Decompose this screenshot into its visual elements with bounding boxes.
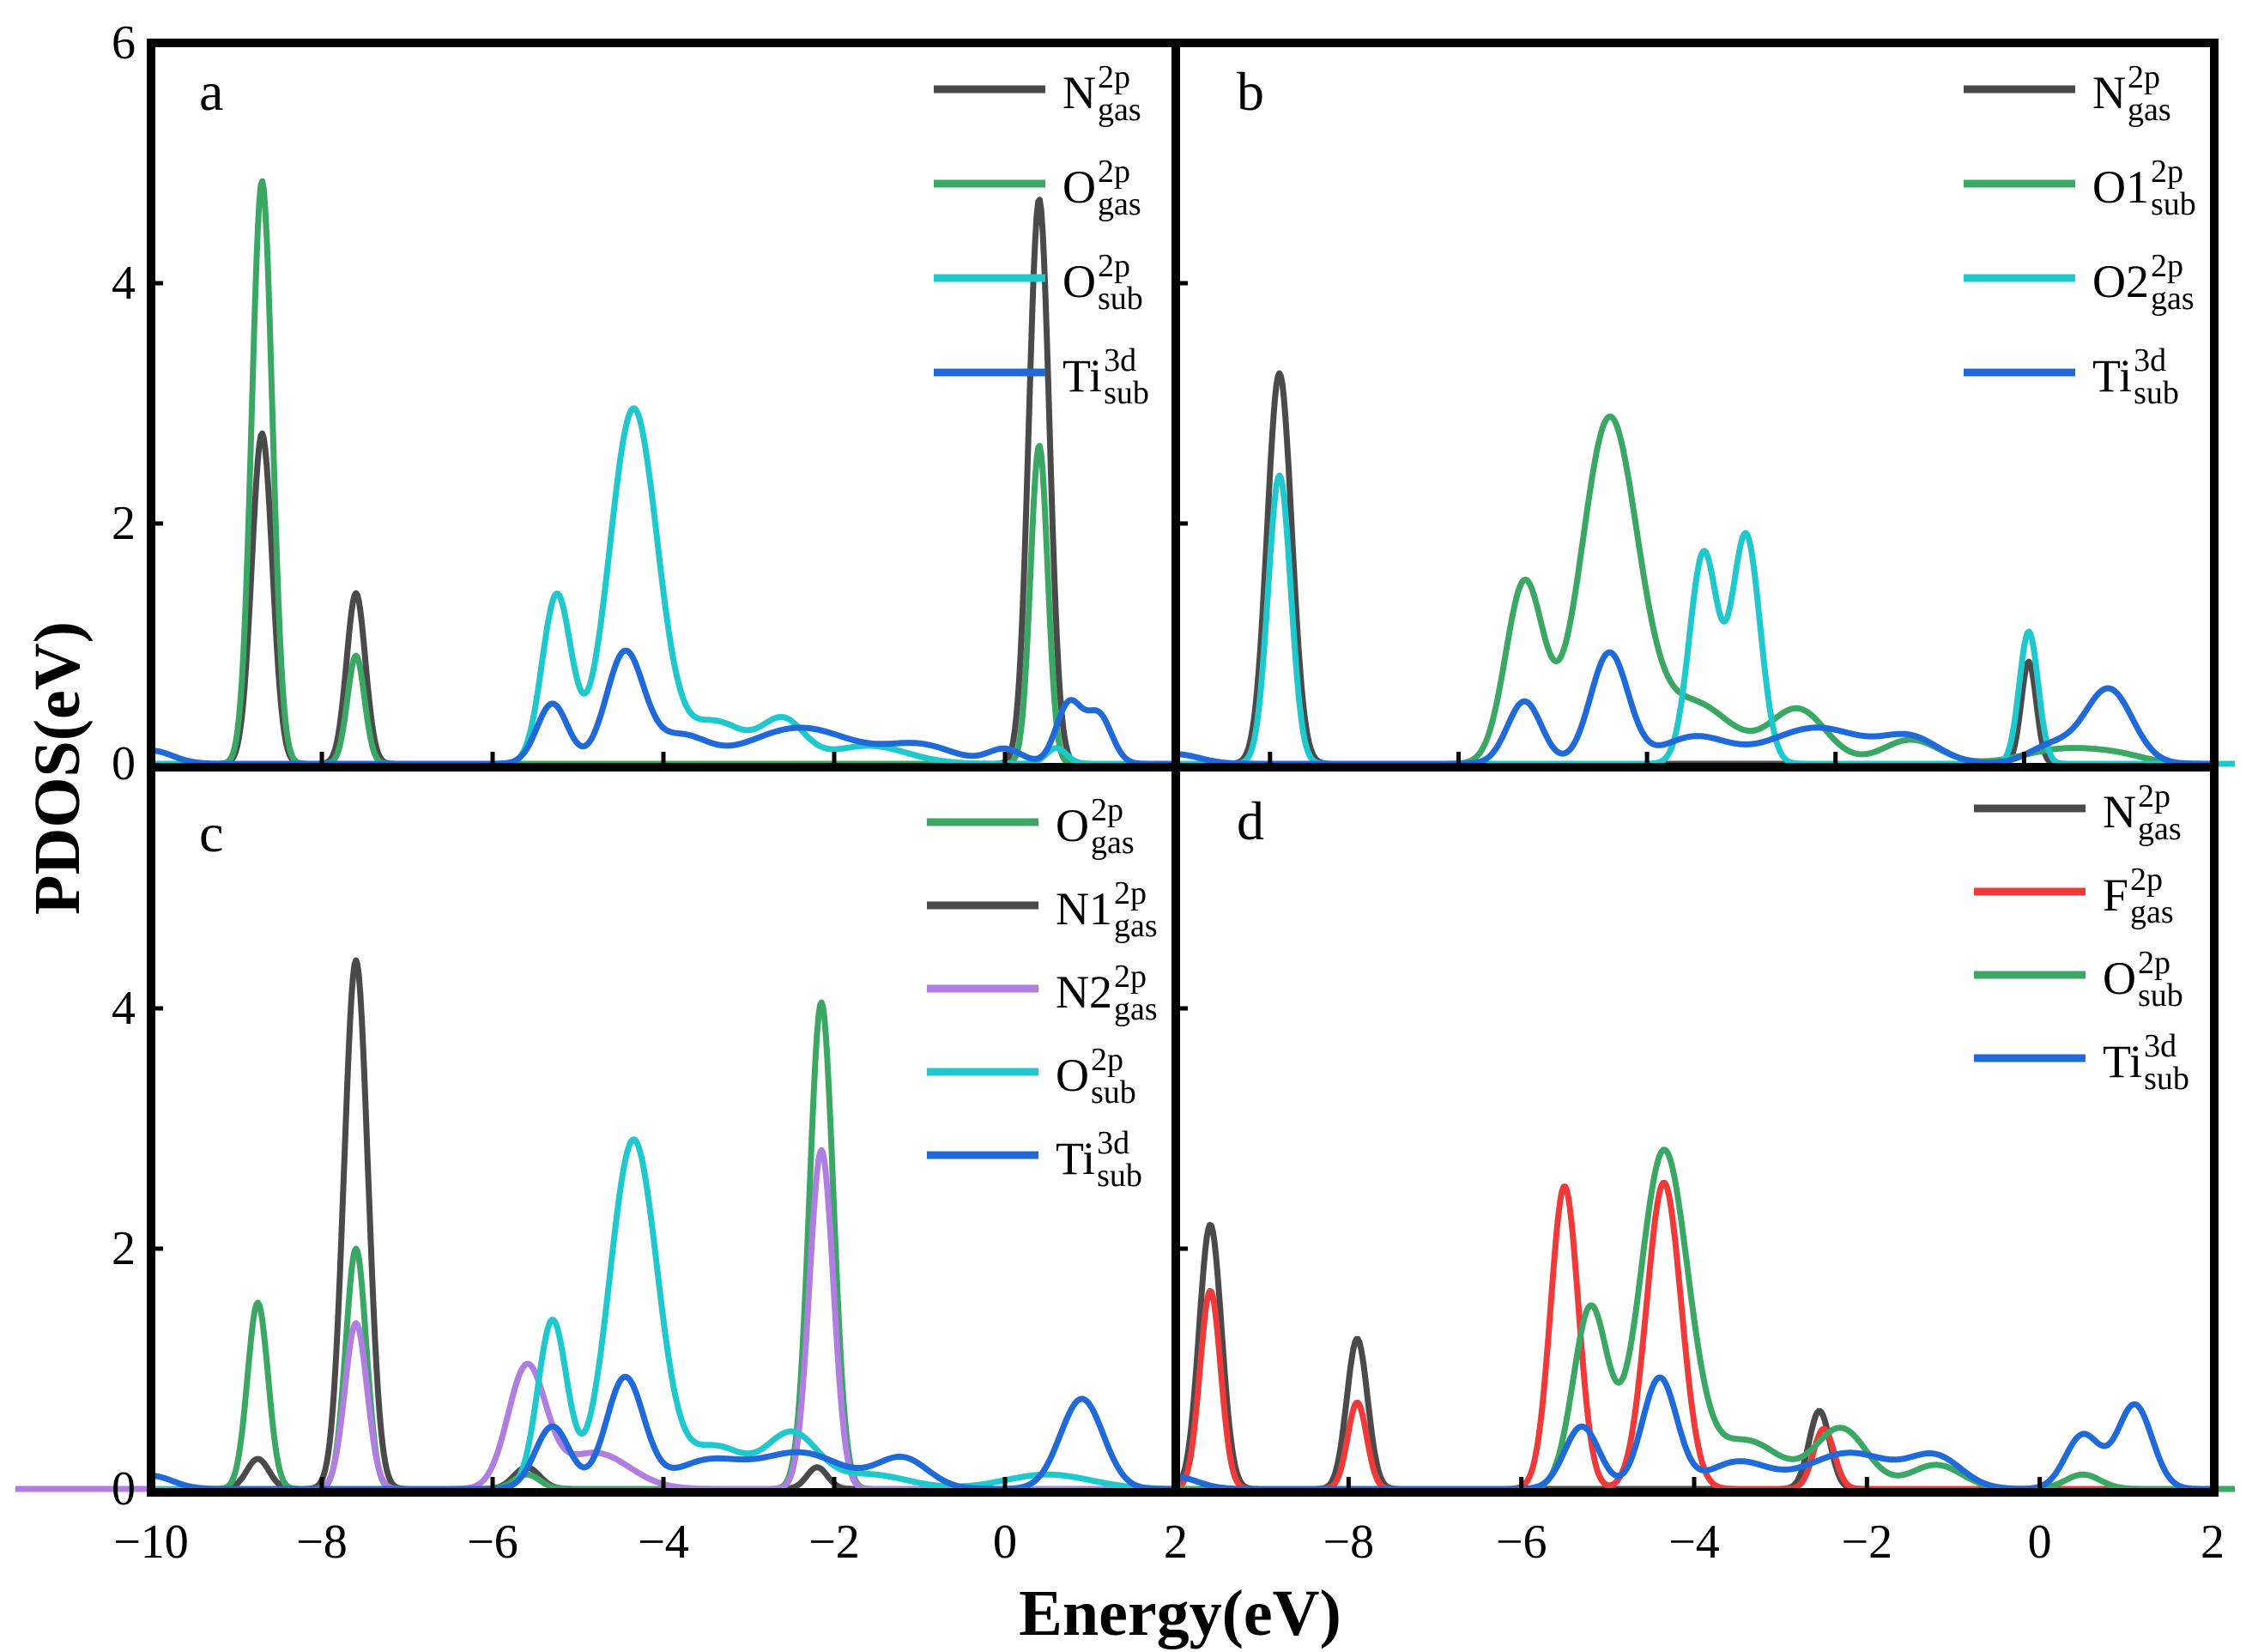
legend-label-a: Ti bbox=[1062, 350, 1102, 402]
legend-superscript-b: 2p bbox=[2151, 248, 2183, 284]
legend-label-c: Ti bbox=[1056, 1133, 1095, 1184]
x-tick-label-a: 2 bbox=[1164, 1516, 1188, 1569]
x-tick-label-d: 2 bbox=[2201, 1516, 2225, 1569]
legend-subscript-c: sub bbox=[1097, 1158, 1142, 1194]
y-tick-label-a: 6 bbox=[112, 16, 136, 70]
panel-label-c: c bbox=[199, 802, 223, 863]
y-tick-label-c: 2 bbox=[112, 1222, 136, 1275]
x-tick-label-c: −2 bbox=[808, 1516, 860, 1569]
legend-subscript-d: sub bbox=[2138, 977, 2183, 1014]
x-tick-label-d: 0 bbox=[2028, 1516, 2052, 1569]
legend-subscript-c: sub bbox=[1091, 1074, 1136, 1110]
legend-subscript-d: gas bbox=[2130, 894, 2174, 930]
text-layer: PDOS(eV) Energy(eV) a b c d bbox=[21, 61, 1341, 1649]
legend-subscript-b: gas bbox=[2151, 281, 2195, 317]
legend-label-b: O1 bbox=[2092, 161, 2149, 213]
legend-label-a: O bbox=[1062, 161, 1096, 213]
panel-label-b: b bbox=[1237, 61, 1264, 122]
legend-superscript-c: 3d bbox=[1097, 1125, 1129, 1161]
y-tick-label-a: 2 bbox=[112, 497, 136, 550]
y-tick-label-a: 0 bbox=[112, 737, 136, 790]
legend-superscript-d: 2p bbox=[2138, 778, 2170, 814]
legend-label-b: N bbox=[2092, 67, 2126, 118]
x-tick-label-d: −8 bbox=[1323, 1516, 1375, 1569]
x-tick-label-d: −2 bbox=[1842, 1516, 1893, 1569]
legend-label-d: N bbox=[2103, 786, 2136, 838]
x-tick-label-c: 0 bbox=[993, 1516, 1017, 1569]
x-tick-label-a: −4 bbox=[638, 1516, 689, 1569]
x-tick-label-c: −8 bbox=[296, 1516, 348, 1569]
legend-subscript-a: sub bbox=[1104, 375, 1149, 411]
legend-label-c: N1 bbox=[1056, 883, 1112, 935]
legend-superscript-c: 2p bbox=[1091, 792, 1123, 828]
legend-superscript-c: 2p bbox=[1114, 875, 1147, 911]
legend-superscript-b: 3d bbox=[2134, 342, 2166, 378]
legend-subscript-a: sub bbox=[1098, 281, 1143, 317]
x-tick-label-c: −4 bbox=[638, 1516, 689, 1569]
legend-superscript-a: 2p bbox=[1098, 154, 1130, 190]
legend-superscript-a: 2p bbox=[1098, 59, 1130, 95]
x-tick-label-d: −6 bbox=[1496, 1516, 1547, 1569]
legend-superscript-c: 2p bbox=[1114, 959, 1147, 995]
legend-label-d: F bbox=[2103, 869, 2128, 921]
x-tick-label-c: −10 bbox=[113, 1516, 189, 1569]
x-axis-label: Energy(eV) bbox=[1019, 1577, 1341, 1649]
legend-superscript-a: 2p bbox=[1098, 248, 1130, 284]
x-tick-label-a: −8 bbox=[296, 1516, 348, 1569]
legend-subscript-a: gas bbox=[1098, 186, 1141, 222]
legend-subscript-c: gas bbox=[1114, 991, 1158, 1027]
legend-subscript-a: gas bbox=[1098, 92, 1141, 128]
legend-subscript-c: gas bbox=[1114, 908, 1158, 944]
x-tick-label-a: 0 bbox=[993, 1516, 1017, 1569]
legend-label-d: Ti bbox=[2103, 1036, 2142, 1087]
y-tick-label-a: 4 bbox=[112, 257, 136, 310]
legend-subscript-b: sub bbox=[2151, 186, 2196, 222]
legend-label-a: N bbox=[1062, 67, 1096, 118]
legend-subscript-d: gas bbox=[2138, 811, 2182, 847]
legend-superscript-d: 2p bbox=[2130, 862, 2163, 898]
y-axis-label: PDOS(eV) bbox=[21, 621, 94, 915]
legend-subscript-d: sub bbox=[2144, 1061, 2189, 1097]
legend-superscript-a: 3d bbox=[1104, 342, 1136, 378]
legend-subscript-b: sub bbox=[2134, 375, 2179, 411]
legend-superscript-d: 2p bbox=[2138, 945, 2170, 981]
y-tick-label-c: 0 bbox=[112, 1462, 136, 1516]
legend-superscript-b: 2p bbox=[2128, 59, 2160, 95]
x-tick-label-a: −10 bbox=[113, 1516, 189, 1569]
legend-label-a: O bbox=[1062, 256, 1096, 307]
x-tick-label-c: 2 bbox=[1164, 1516, 1188, 1569]
legend-label-b: O2 bbox=[2092, 256, 2149, 307]
legend-subscript-c: gas bbox=[1091, 825, 1135, 861]
x-tick-label-c: −6 bbox=[467, 1516, 518, 1569]
panel-label-a: a bbox=[199, 61, 223, 122]
x-tick-label-d: −4 bbox=[1668, 1516, 1720, 1569]
legend-label-b: Ti bbox=[2092, 350, 2132, 402]
legend-superscript-c: 2p bbox=[1091, 1042, 1123, 1078]
legend-label-c: N2 bbox=[1056, 966, 1112, 1018]
legend-subscript-b: gas bbox=[2128, 92, 2171, 128]
x-tick-label-a: −6 bbox=[467, 1516, 518, 1569]
y-tick-label-c: 4 bbox=[112, 982, 136, 1035]
legend-label-c: O bbox=[1056, 1050, 1089, 1101]
legend-label-c: O bbox=[1056, 800, 1089, 851]
legend-label-d: O bbox=[2103, 953, 2136, 1004]
legend-superscript-d: 3d bbox=[2144, 1028, 2176, 1064]
x-tick-label-a: −2 bbox=[808, 1516, 860, 1569]
panel-label-d: d bbox=[1237, 790, 1264, 851]
legend-superscript-b: 2p bbox=[2151, 154, 2183, 190]
